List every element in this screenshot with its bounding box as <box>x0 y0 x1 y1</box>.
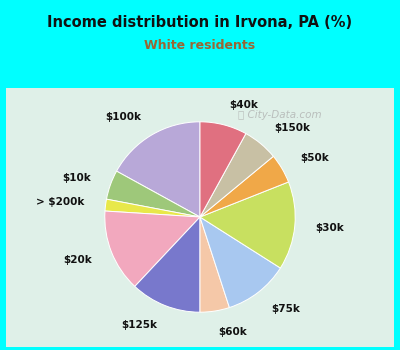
Wedge shape <box>116 122 200 217</box>
Text: $50k: $50k <box>300 153 329 163</box>
Text: $10k: $10k <box>62 173 91 183</box>
Text: $40k: $40k <box>229 99 258 110</box>
Wedge shape <box>200 217 280 308</box>
Wedge shape <box>200 134 273 217</box>
Text: Income distribution in Irvona, PA (%): Income distribution in Irvona, PA (%) <box>48 15 352 30</box>
Wedge shape <box>106 171 200 217</box>
Wedge shape <box>105 211 200 286</box>
Text: $100k: $100k <box>105 112 141 122</box>
Wedge shape <box>200 217 230 312</box>
Wedge shape <box>135 217 200 312</box>
Wedge shape <box>200 122 246 217</box>
Text: $30k: $30k <box>316 223 344 233</box>
Text: $125k: $125k <box>121 320 157 330</box>
Wedge shape <box>105 199 200 217</box>
Wedge shape <box>200 182 295 268</box>
Text: Ⓢ City-Data.com: Ⓢ City-Data.com <box>238 111 322 120</box>
Text: $75k: $75k <box>271 304 300 314</box>
Text: White residents: White residents <box>144 39 256 52</box>
Text: > $200k: > $200k <box>36 197 85 208</box>
Text: $20k: $20k <box>63 255 92 265</box>
Text: $60k: $60k <box>218 327 247 337</box>
Text: $150k: $150k <box>274 122 310 133</box>
Wedge shape <box>200 156 288 217</box>
